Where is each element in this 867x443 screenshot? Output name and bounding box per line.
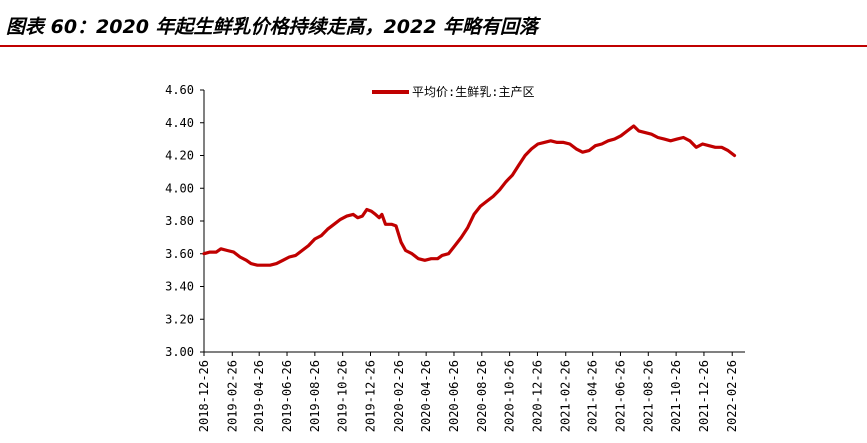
y-axis-ticks: 3.00 3.20 3.40 3.60 3.80 4.00 4.20 4.40 4.60 <box>165 83 204 359</box>
x-tick-label: 2019-08-26 <box>308 360 322 432</box>
chart-title: 图表 60：2020 年起生鲜乳价格持续走高，2022 年略有回落 <box>6 16 539 38</box>
chart-series <box>202 124 737 267</box>
x-tick-label: 2019-12-26 <box>363 360 377 432</box>
x-tick-label: 2022-02-26 <box>725 360 739 432</box>
y-tick-label: 3.40 <box>165 280 194 294</box>
x-tick-label: 2018-12-26 <box>197 360 211 432</box>
x-tick-label: 2021-06-26 <box>613 360 627 432</box>
y-tick-label: 4.40 <box>165 116 194 130</box>
chart-axes <box>203 90 745 353</box>
x-tick-label: 2020-12-26 <box>530 360 544 432</box>
y-tick-label: 3.20 <box>165 312 194 326</box>
x-tick-label: 2020-02-26 <box>392 360 406 432</box>
x-tick-label: 2019-06-26 <box>280 360 294 432</box>
y-tick-label: 4.60 <box>165 83 194 97</box>
x-tick-label: 2019-10-26 <box>336 360 350 432</box>
x-axis-ticks: 2018-12-26 2019-02-26 2019-04-26 2019-06-26… <box>197 352 739 432</box>
series-line <box>202 124 737 267</box>
x-tick-label: 2021-02-26 <box>559 360 573 432</box>
y-tick-label: 4.20 <box>165 149 194 163</box>
legend-label: 平均价:生鲜乳:主产区 <box>412 85 534 99</box>
title-bar: 图表 60：2020 年起生鲜乳价格持续走高，2022 年略有回落 <box>0 0 867 47</box>
x-tick-label: 2021-12-26 <box>697 360 711 432</box>
x-tick-label: 2019-02-26 <box>225 360 239 432</box>
y-tick-label: 4.00 <box>165 181 194 195</box>
x-tick-label: 2020-04-26 <box>419 360 433 432</box>
y-tick-label: 3.00 <box>165 345 194 359</box>
x-tick-label: 2019-04-26 <box>252 360 266 432</box>
x-tick-label: 2021-04-26 <box>586 360 600 432</box>
y-tick-label: 3.80 <box>165 214 194 228</box>
x-tick-label: 2021-08-26 <box>641 360 655 432</box>
chart-legend: 平均价:生鲜乳:主产区 <box>372 85 534 99</box>
x-tick-label: 2020-06-26 <box>447 360 461 432</box>
x-tick-label: 2020-08-26 <box>475 360 489 432</box>
x-tick-label: 2020-10-26 <box>503 360 517 432</box>
y-tick-label: 3.60 <box>165 247 194 261</box>
x-tick-label: 2021-10-26 <box>669 360 683 432</box>
